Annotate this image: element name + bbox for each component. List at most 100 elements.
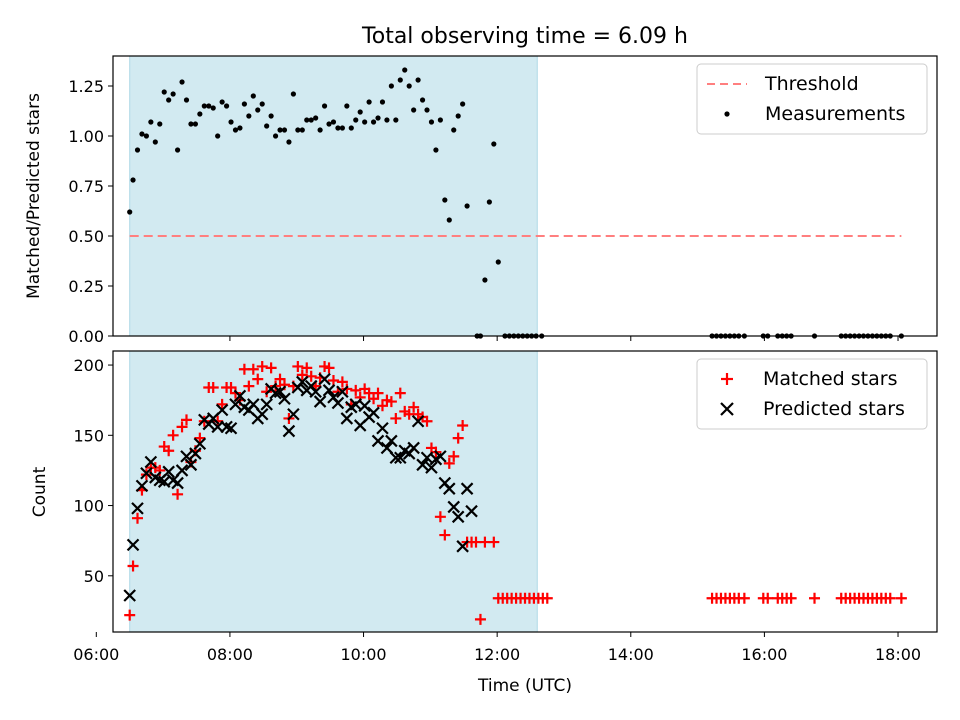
measurement-point xyxy=(321,103,328,109)
measurement-point xyxy=(232,127,239,133)
matched-star-point xyxy=(323,362,335,374)
matched-star-point xyxy=(265,362,277,374)
measurement-point xyxy=(428,119,435,125)
matched-star-point xyxy=(474,613,486,625)
matched-star-point xyxy=(229,387,241,399)
measurement-point xyxy=(143,133,150,139)
measurement-point xyxy=(433,147,439,153)
measurement-point xyxy=(393,117,399,123)
measurement-point xyxy=(442,197,448,203)
matched-star-point xyxy=(738,592,750,604)
predicted-star-point xyxy=(189,447,202,460)
matched-star-point xyxy=(457,419,469,431)
predicted-star-point xyxy=(313,395,327,408)
measurement-point xyxy=(308,117,314,123)
predicted-star-point xyxy=(180,450,193,463)
matched-star-point xyxy=(131,512,143,524)
measurement-point xyxy=(241,101,247,107)
matched-star-point xyxy=(434,511,446,523)
top-ytick-label: 1.25 xyxy=(68,77,104,96)
legend-threshold-label: Threshold xyxy=(764,73,859,95)
predicted-star-point xyxy=(162,465,175,479)
measurement-point xyxy=(464,203,470,209)
predicted-star-point xyxy=(255,407,269,421)
measurement-point xyxy=(170,91,176,97)
measurement-point xyxy=(397,77,403,83)
measurement-point xyxy=(139,131,145,137)
bottom-legend: Matched stars Predicted stars xyxy=(696,358,928,430)
matched-star-point xyxy=(124,609,136,621)
matched-star-point xyxy=(385,396,397,408)
measurement-point xyxy=(286,139,292,145)
measurement-point xyxy=(127,209,133,215)
top-shaded-span xyxy=(129,55,538,337)
measurement-point xyxy=(223,103,230,109)
top-ytick-label: 0.75 xyxy=(68,177,104,196)
measurement-point xyxy=(215,133,221,139)
measurement-point xyxy=(388,83,394,89)
measurement-point xyxy=(264,123,270,129)
top-axis: 0.00 0.25 0.50 0.75 1.00 1.25 xyxy=(68,77,899,346)
predicted-star-point xyxy=(233,389,247,403)
matched-star-point xyxy=(167,429,179,441)
measurement-point xyxy=(353,117,359,123)
bottom-xtick-label: 16:00 xyxy=(741,645,787,664)
measurement-point xyxy=(446,217,452,223)
matched-star-point xyxy=(225,382,237,394)
bottom-xtick-label: 14:00 xyxy=(608,645,654,664)
top-plot-frame xyxy=(112,55,938,337)
matched-star-point xyxy=(884,592,896,604)
predicted-star-point xyxy=(260,398,273,411)
bottom-plot-frame xyxy=(112,350,938,633)
measurement-point xyxy=(379,99,386,105)
matched-star-point xyxy=(341,383,353,395)
predicted-star-point xyxy=(126,538,140,552)
measurement-point xyxy=(228,119,234,125)
matched-star-point xyxy=(296,369,308,381)
matched-star-point xyxy=(336,376,348,388)
predicted-star-point xyxy=(358,399,371,413)
predicted-star-point xyxy=(211,420,224,434)
measurement-point xyxy=(237,125,243,131)
matched-star-point xyxy=(163,445,175,457)
matched-star-point xyxy=(809,592,821,604)
top-ylabel: Matched/Predicted stars xyxy=(24,93,44,299)
bottom-xtick-label: 06:00 xyxy=(73,645,119,664)
predicted-star-point xyxy=(135,479,149,493)
predicted-star-point xyxy=(416,458,429,472)
bottom-ytick-label: 50 xyxy=(84,567,104,586)
predicted-star-point xyxy=(394,451,407,465)
matched-star-point xyxy=(176,421,188,433)
measurement-point xyxy=(304,117,310,123)
measurement-point xyxy=(290,91,296,97)
matched-star-point xyxy=(785,592,797,604)
measurement-point xyxy=(206,103,212,109)
matched-star-point xyxy=(252,373,264,385)
measurement-point xyxy=(370,119,377,125)
measurement-point xyxy=(130,177,136,183)
predicted-star-point xyxy=(131,502,144,515)
measurement-point xyxy=(344,103,350,109)
measurement-point xyxy=(174,147,181,153)
measurement-point xyxy=(246,113,252,119)
predicted-star-point xyxy=(336,385,349,399)
predicted-star-point xyxy=(407,441,420,455)
matched-star-point xyxy=(247,363,259,375)
predicted-star-point xyxy=(140,466,153,480)
measurement-point xyxy=(201,103,207,109)
matched-star-point xyxy=(368,393,380,405)
matched-star-point xyxy=(762,592,774,604)
legend-predicted-swatch xyxy=(720,402,734,416)
predicted-star-point xyxy=(385,434,398,448)
bottom-xlabel: Time (UTC) xyxy=(477,676,572,696)
measurement-point xyxy=(161,89,167,95)
predicted-star-point xyxy=(447,500,461,514)
bottom-ytick-label: 200 xyxy=(73,356,104,375)
bottom-xtick-label: 12:00 xyxy=(474,645,520,664)
measurement-point xyxy=(411,107,417,113)
measurement-point xyxy=(272,133,279,139)
measurement-point xyxy=(348,125,354,131)
predicted-star-point xyxy=(376,421,389,435)
measurement-point xyxy=(219,99,225,105)
predicted-star-point xyxy=(411,414,425,428)
